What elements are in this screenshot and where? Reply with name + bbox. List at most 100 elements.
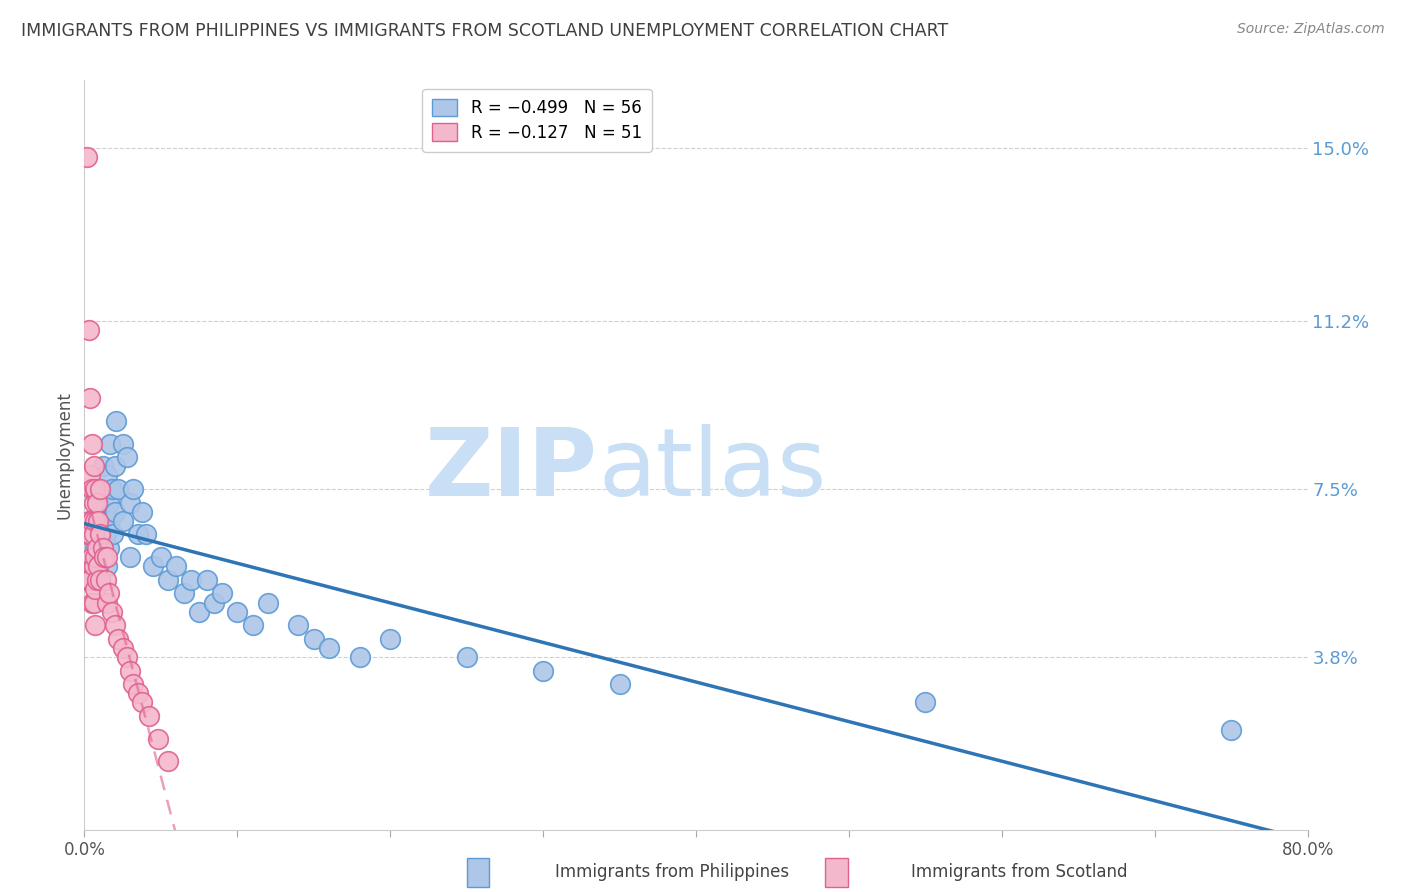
Point [86, 573, 108, 587]
Point [79, 391, 101, 405]
Point [380, 632, 402, 646]
Point [96, 550, 118, 565]
Point [84, 550, 107, 565]
Point [79, 468, 101, 483]
Point [84, 541, 107, 555]
Point [96, 595, 118, 609]
Point [914, 695, 936, 709]
Point [86, 559, 108, 574]
Point [80, 550, 103, 565]
Point [83, 527, 105, 541]
Point [609, 677, 631, 691]
Point [104, 618, 127, 632]
Point [80, 514, 103, 528]
Point [165, 559, 187, 574]
Point [80, 514, 103, 528]
Point [96, 559, 118, 574]
Point [94, 527, 117, 541]
Text: Immigrants from Philippines: Immigrants from Philippines [555, 863, 790, 881]
Point [83, 495, 105, 509]
Point [98, 436, 121, 450]
Point [76, 573, 98, 587]
Point [91, 459, 114, 474]
Point [84, 482, 107, 496]
Point [531, 664, 554, 678]
Point [127, 686, 149, 700]
Point [131, 505, 153, 519]
Y-axis label: Unemployment: Unemployment [55, 391, 73, 519]
Point [103, 527, 125, 541]
Point [79, 573, 101, 587]
Point [1220, 723, 1243, 737]
Point [131, 695, 153, 709]
Point [101, 605, 124, 619]
Point [104, 459, 127, 474]
Point [79, 527, 101, 541]
Point [90, 482, 112, 496]
Point [77, 323, 100, 337]
Point [86, 495, 108, 509]
Point [188, 605, 211, 619]
Point [83, 559, 105, 574]
Point [135, 527, 157, 541]
Point [97, 495, 120, 509]
Point [84, 618, 107, 632]
Text: atlas: atlas [598, 424, 827, 516]
Point [318, 640, 340, 655]
Point [349, 650, 371, 665]
Point [76, 527, 98, 541]
Point [157, 573, 180, 587]
Text: Source: ZipAtlas.com: Source: ZipAtlas.com [1237, 22, 1385, 37]
Point [87, 514, 110, 528]
Point [211, 586, 233, 600]
Point [202, 595, 225, 609]
Point [84, 582, 107, 596]
Point [89, 573, 111, 587]
Point [93, 505, 115, 519]
Point [138, 709, 160, 723]
Point [122, 677, 145, 691]
Point [89, 527, 111, 541]
Point [115, 650, 138, 665]
Point [101, 482, 124, 496]
Point [84, 514, 107, 528]
Point [96, 514, 118, 528]
Point [107, 482, 129, 496]
Point [146, 731, 169, 746]
Point [120, 550, 142, 565]
Text: IMMIGRANTS FROM PHILIPPINES VS IMMIGRANTS FROM SCOTLAND UNEMPLOYMENT CORRELATION: IMMIGRANTS FROM PHILIPPINES VS IMMIGRANT… [21, 22, 948, 40]
Point [87, 495, 110, 509]
Point [104, 505, 127, 519]
Point [77, 573, 100, 587]
Point [80, 482, 103, 496]
Point [257, 595, 280, 609]
Text: Immigrants from Scotland: Immigrants from Scotland [911, 863, 1128, 881]
Point [127, 527, 149, 541]
Point [76, 151, 98, 165]
Point [97, 541, 120, 555]
Point [91, 550, 114, 565]
Point [94, 573, 117, 587]
Point [89, 573, 111, 587]
Point [173, 586, 195, 600]
Point [195, 573, 218, 587]
Point [96, 468, 118, 483]
Point [89, 527, 111, 541]
Point [456, 650, 478, 665]
Point [80, 436, 103, 450]
Point [111, 436, 134, 450]
Point [91, 541, 114, 555]
Point [157, 755, 180, 769]
Text: ZIP: ZIP [425, 424, 598, 516]
Point [115, 450, 138, 465]
Point [97, 586, 120, 600]
Point [77, 514, 100, 528]
Point [89, 482, 111, 496]
Point [287, 618, 309, 632]
Point [98, 514, 121, 528]
Point [242, 618, 264, 632]
Point [83, 459, 105, 474]
Point [86, 541, 108, 555]
Point [111, 514, 134, 528]
Point [111, 640, 134, 655]
